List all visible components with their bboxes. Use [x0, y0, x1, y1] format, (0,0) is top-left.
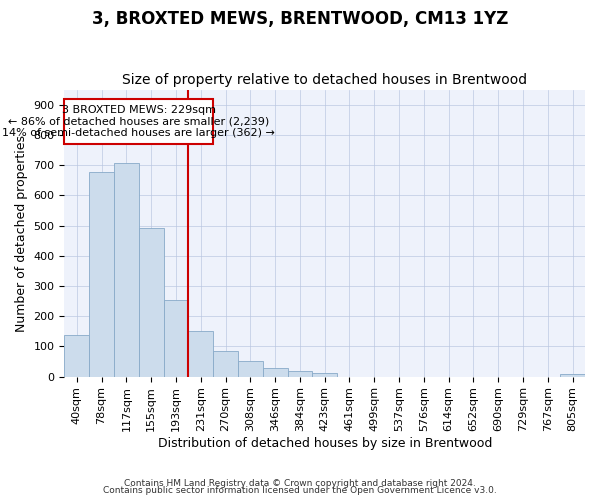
X-axis label: Distribution of detached houses by size in Brentwood: Distribution of detached houses by size …	[158, 437, 492, 450]
Bar	[188, 330, 213, 376]
Bar	[213, 350, 238, 376]
Text: 3 BROXTED MEWS: 229sqm
← 86% of detached houses are smaller (2,239)
14% of semi-: 3 BROXTED MEWS: 229sqm ← 86% of detached…	[2, 104, 275, 138]
Text: 3, BROXTED MEWS, BRENTWOOD, CM13 1YZ: 3, BROXTED MEWS, BRENTWOOD, CM13 1YZ	[92, 10, 508, 28]
Bar	[164, 300, 188, 376]
Bar	[560, 374, 585, 376]
Title: Size of property relative to detached houses in Brentwood: Size of property relative to detached ho…	[122, 73, 527, 87]
Bar	[287, 370, 313, 376]
Bar	[114, 164, 139, 376]
Bar	[139, 228, 164, 376]
Text: Contains public sector information licensed under the Open Government Licence v3: Contains public sector information licen…	[103, 486, 497, 495]
Text: Contains HM Land Registry data © Crown copyright and database right 2024.: Contains HM Land Registry data © Crown c…	[124, 478, 476, 488]
Bar	[313, 373, 337, 376]
Y-axis label: Number of detached properties: Number of detached properties	[15, 134, 28, 332]
Bar	[238, 362, 263, 376]
Bar	[263, 368, 287, 376]
Bar	[89, 172, 114, 376]
Bar	[64, 335, 89, 376]
